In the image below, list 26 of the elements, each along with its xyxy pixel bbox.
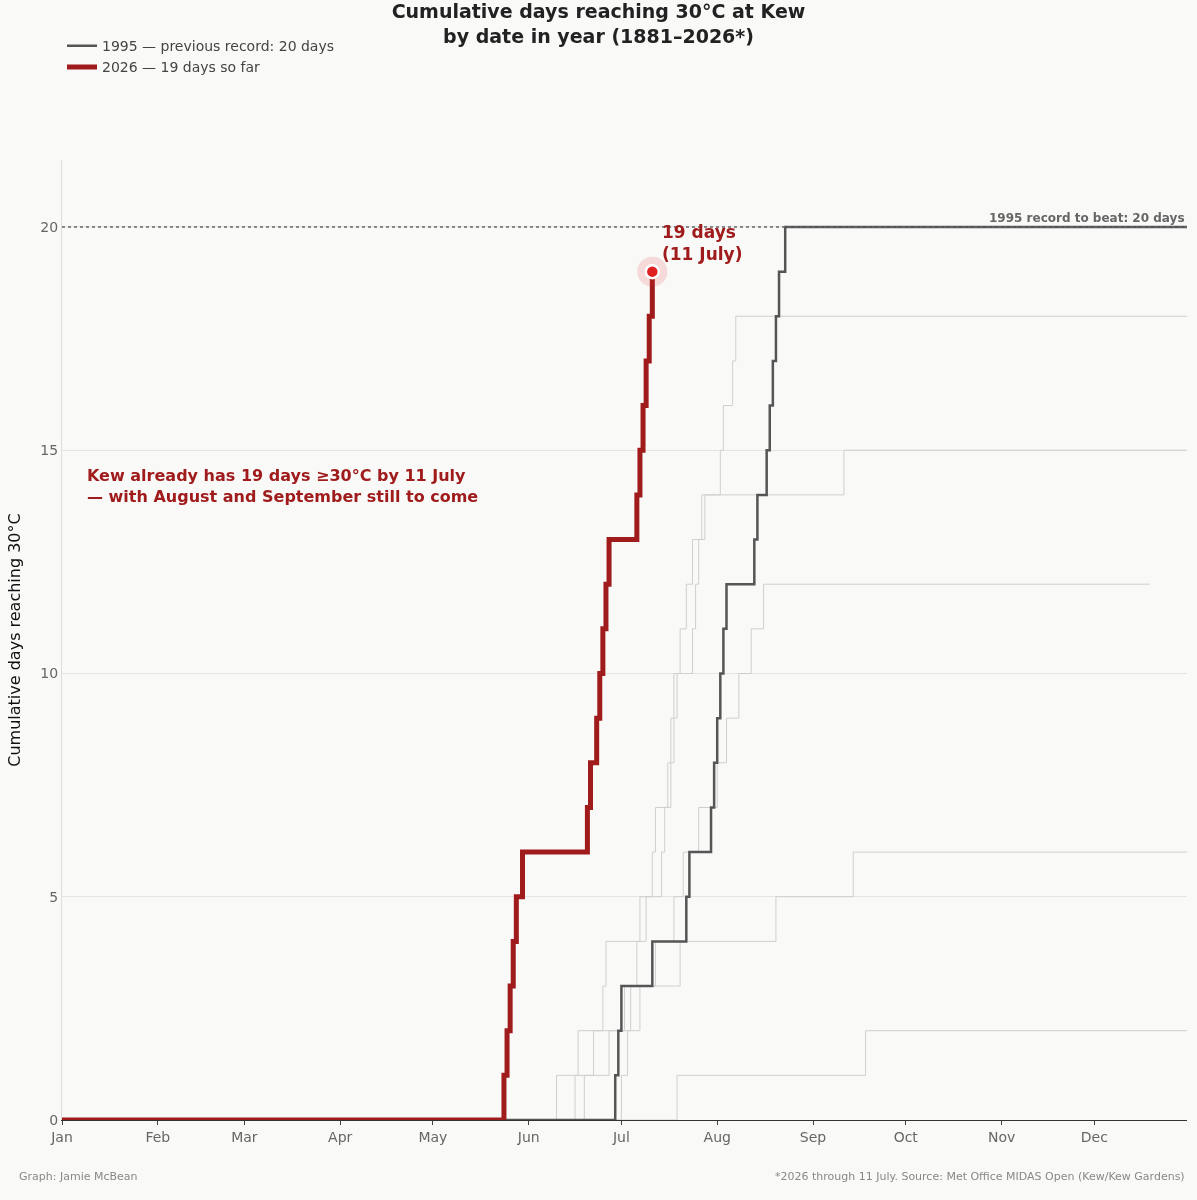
y-tick-label: 20: [40, 218, 59, 235]
x-tick-label: Apr: [328, 1128, 353, 1145]
x-tick-label: Aug: [703, 1128, 731, 1145]
x-tick-label: Jul: [611, 1128, 630, 1145]
legend-label: 2026 — 19 days so far: [102, 59, 261, 76]
x-tick-label: Jan: [50, 1128, 73, 1145]
y-tick-label: 15: [40, 442, 59, 459]
x-tick-label: Nov: [987, 1128, 1016, 1145]
y-tick-label: 5: [49, 888, 59, 905]
x-tick-label: Mar: [231, 1128, 258, 1145]
x-tick-label: Jun: [516, 1128, 540, 1145]
x-tick-label: Oct: [893, 1128, 919, 1145]
ref-line-label: 1995 record to beat: 20 days: [989, 211, 1185, 225]
text: Graph: Jamie McBean: [19, 1170, 138, 1183]
annotation: Kew already has 19 days ≥30°C by 11 July — with August and September still to come: [87, 466, 479, 506]
text: *2026 through 11 July. Source: Met Office MIDAS Open (Kew/Kew Gardens): [775, 1170, 1185, 1183]
annotation: 19 days (11 July): [662, 222, 743, 265]
y-tick-label: 0: [49, 1111, 59, 1128]
y-tick-label: 10: [40, 665, 59, 682]
x-tick-label: May: [418, 1128, 448, 1145]
chart-title: Cumulative days reaching 30°C at Kew by date in year (1881–2026*): [391, 0, 806, 47]
x-tick-label: Feb: [145, 1128, 171, 1145]
legend-label: 1995 — previous record: 20 days: [102, 38, 335, 55]
x-tick-label: Dec: [1080, 1128, 1108, 1145]
y-axis-title: Cumulative days reaching 30°C: [5, 513, 25, 767]
x-tick-label: Sep: [799, 1128, 827, 1145]
